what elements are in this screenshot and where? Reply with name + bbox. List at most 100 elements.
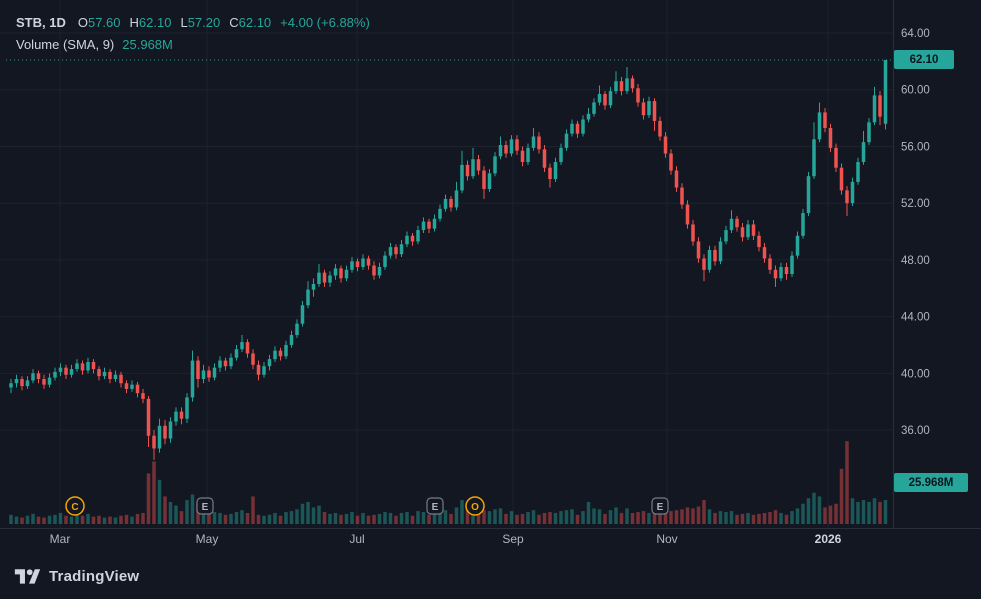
candle-body [427,221,431,229]
tradingview-logo-icon[interactable] [14,565,41,587]
candle-body [630,78,635,89]
candle-body [322,272,327,283]
volume-bar [740,513,745,524]
volume-bar [867,501,871,524]
volume-bar [713,512,717,524]
volume-bar [212,512,217,524]
candle-body [47,377,52,385]
volume-bar [784,514,789,524]
volume-bar [542,512,547,524]
volume-bar [575,514,580,524]
dividend-marker[interactable] [65,496,85,516]
event-marker[interactable] [465,496,485,516]
candle-body [36,373,41,379]
volume-bar [168,501,173,524]
candle-body [20,378,24,387]
candle-body [680,187,684,205]
volume-bar [691,508,695,524]
candle-body [658,120,662,137]
marker-letter: C [71,502,78,513]
candle-body [636,88,640,103]
price-axis-label: 60.00 [901,85,930,97]
volume-bar [405,512,409,524]
earnings-marker[interactable] [196,497,214,515]
candle-body [146,398,151,436]
volume-bar [487,511,492,524]
candle-body [372,265,376,276]
candle-body [625,78,629,92]
candle-body [328,275,332,283]
candle-body [801,213,805,236]
candle-body [619,81,624,92]
candle-body [284,344,288,357]
volume-bar [663,510,668,524]
candle-body [757,235,761,248]
candle-body [383,255,387,267]
volume-bar [592,508,596,524]
candle-body [234,349,239,358]
price-axis[interactable] [893,0,981,528]
volume-bar [465,509,470,524]
change-value: +4.00 (+6.88%) [280,15,370,30]
volume-bar [806,498,811,524]
candle-body [460,164,464,191]
earnings-marker[interactable] [651,497,669,515]
candle-body [69,369,74,375]
volume-bar [130,516,134,524]
candle-body [75,363,79,370]
candle-body [42,378,46,385]
volume-bar [124,514,129,524]
volume-bar [119,515,123,524]
candle-body [289,335,294,345]
symbol-title[interactable]: STB, 1D [16,15,66,30]
volume-bar [333,512,338,524]
candle-body [141,393,145,399]
candle-body [828,128,833,148]
volume-bar [680,509,684,524]
volume-bar [80,515,85,524]
candle-body [405,235,409,245]
volume-bar [317,505,321,524]
volume-bar [388,512,393,524]
volume-bar [762,512,767,524]
candle-body [333,268,338,276]
candle-body [465,164,470,177]
candle-body [223,360,228,367]
volume-bar [42,517,46,524]
volume-bar [9,514,13,524]
earnings-marker[interactable] [426,497,444,515]
volume-bar [564,510,569,524]
time-axis[interactable] [0,528,893,554]
volume-bar [311,507,316,524]
candle-body [509,139,514,154]
volume-bar [570,509,574,524]
ohlc-close: C62.10 [229,15,272,30]
tradingview-brand-text[interactable]: TradingView [49,567,140,585]
candle-body [377,266,382,276]
candle-body [526,147,530,163]
volume-bar [515,514,519,524]
volume-bar [685,507,690,524]
volume-bar [443,510,448,524]
volume-bar [790,511,794,524]
candle-body [850,181,855,204]
candle-body [438,208,442,219]
candle-body [674,170,679,188]
candle-body [531,136,536,148]
candle-body [355,261,360,267]
candle-body [278,350,283,357]
candle-body [856,162,860,182]
candle-body [185,397,189,419]
candle-body [740,227,745,238]
candle-body [108,371,112,379]
volume-bar [229,513,233,524]
candle-body [86,361,90,371]
candle-body [212,367,217,378]
candle-body [179,411,184,419]
price-chart-canvas[interactable]: 64.00 60.00 56.00 52.00 48.00 44.00 40.00 36.00… [0,0,981,560]
volume-bar [828,505,833,524]
candle-body [245,342,250,354]
candle-body [152,435,156,449]
indicator-title[interactable]: Volume (SMA, 9) [16,37,115,52]
candle-body [707,249,712,270]
